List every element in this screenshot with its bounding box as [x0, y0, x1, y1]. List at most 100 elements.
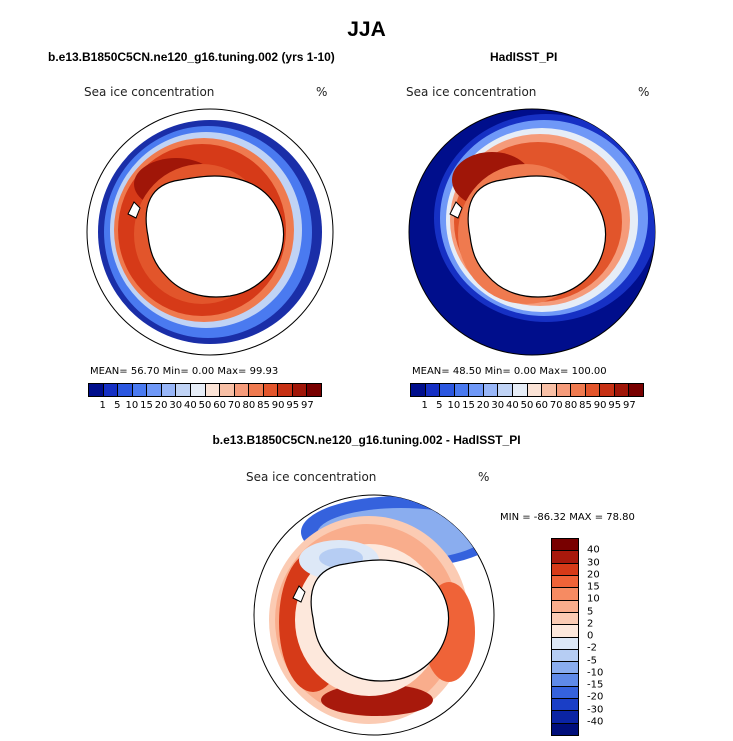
panel3-colorbar-swatch	[552, 551, 578, 564]
panel3-colorbar-swatch	[552, 674, 578, 687]
panel2-colorbar-tick-label: 15	[462, 400, 475, 411]
panel1-colorbar-tick-label: 1	[99, 400, 106, 411]
panel3-colorbar-tick-label: 5	[587, 606, 594, 617]
panel3-map	[253, 494, 495, 736]
panel1-colorbar-tick-label: 70	[227, 400, 241, 411]
panel3-colorbar-swatch	[552, 588, 578, 601]
panel2-colorbar-tick-label: 50	[520, 400, 534, 411]
panel3-colorbar-swatch	[552, 723, 578, 735]
panel2-colorbar-swatch	[512, 384, 528, 396]
panel2-colorbar-tick-label: 60	[535, 400, 548, 411]
panel3-colorbar-swatch	[552, 625, 578, 638]
panel3-colorbar-swatch	[552, 637, 578, 650]
panel1-colorbar-tick-label: 80	[242, 400, 256, 411]
panel3-colorbar-tick-label: -40	[587, 716, 604, 728]
panel2-colorbar-swatch	[454, 384, 470, 396]
panel3-colorbar-tick-label: -10	[587, 667, 604, 679]
panel1-colorbar-swatch	[118, 384, 133, 396]
panel3-colorbar-tick-label: 30	[587, 557, 600, 568]
panel1-colorbar-swatch	[190, 384, 206, 396]
panel1-title: b.e13.B1850C5CN.ne120_g16.tuning.002 (yr…	[48, 50, 335, 64]
panel2-colorbar-swatch	[527, 384, 543, 396]
panel3-colorbar-swatch	[552, 662, 578, 675]
panel3-colorbar-swatch	[552, 575, 578, 589]
panel1-colorbar-tick-label: 5	[114, 400, 121, 411]
panel2-colorbar-tick-label: 90	[593, 400, 607, 411]
panel1-colorbar-tick-label: 50	[198, 400, 212, 411]
panel2-units: %	[638, 85, 650, 99]
panel3-left-string: Sea ice concentration	[246, 470, 377, 484]
panel3-colorbar-tick-label: 15	[587, 581, 600, 593]
panel3-units: %	[478, 470, 490, 484]
panel1-colorbar-swatch	[292, 384, 308, 396]
panel1-colorbar-tick-label: 10	[125, 400, 139, 411]
panel2-colorbar: 1 5 10 15 20 30 40 50 60 70 80 85 90 95 97	[410, 383, 644, 414]
panel2-colorbar-swatch	[614, 384, 630, 396]
panel1-colorbar: 1 5 10 15 20 30 40 50 60 70 80 85 90 95 97	[88, 383, 322, 414]
panel3-colorbar-tick-label: 2	[587, 618, 594, 630]
panel3-colorbar-tick-label: 10	[587, 593, 600, 605]
panel2-colorbar-tick-label: 30	[491, 400, 505, 411]
panel1-units: %	[316, 85, 328, 99]
panel1-colorbar-tick-label: 95	[286, 400, 300, 411]
panel2-colorbar-tick-label: 70	[549, 400, 563, 411]
panel3-colorbar-tick-label: -5	[587, 655, 597, 666]
panel3-colorbar-swatch	[552, 600, 578, 613]
panel1-colorbar-swatch	[132, 384, 148, 396]
panel1-colorbar-swatch	[263, 384, 279, 396]
panel3-colorbar-tick-label: -30	[587, 704, 604, 715]
panel3-colorbar-tick-label: -2	[587, 642, 597, 654]
panel2-colorbar-swatch	[556, 384, 572, 396]
panel3-colorbar-swatch	[552, 563, 578, 576]
panel3-colorbar-swatch	[552, 711, 578, 724]
panel1-colorbar-tick-label: 20	[154, 400, 168, 411]
panel2-colorbar-tick-label: 1	[421, 400, 428, 411]
panel1-stats: MEAN= 56.70 Min= 0.00 Max= 99.93	[90, 366, 279, 377]
panel2-colorbar-swatch	[600, 384, 615, 396]
panel3-colorbar-tick-label: 40	[587, 544, 600, 556]
panel3-colorbar-tick-label: 0	[587, 630, 594, 642]
panel3-stats: MIN = -86.32 MAX = 78.80	[500, 512, 635, 523]
panel2-colorbar-swatch	[469, 384, 484, 396]
panel3-colorbar: 40 30 20 15 10 5 2 0 -2 -5 -10 -15 -20 -30 -40	[551, 538, 641, 736]
panel3-colorbar-tick-label: 20	[587, 569, 600, 581]
panel2-colorbar-swatch	[571, 384, 586, 396]
panel1-colorbar-swatch	[176, 384, 191, 396]
panel2-title: HadISST_PI	[490, 50, 558, 64]
panel2-stats: MEAN= 48.50 Min= 0.00 Max= 100.00	[412, 366, 607, 377]
panel1-colorbar-swatch	[161, 384, 177, 396]
panel2-colorbar-tick-label: 10	[447, 400, 461, 411]
panel1-colorbar-swatch	[278, 384, 293, 396]
panel2-colorbar-tick-label: 80	[564, 400, 578, 411]
panel1-colorbar-swatch	[147, 384, 162, 396]
panel1-colorbar-swatch	[103, 384, 119, 396]
panel2-colorbar-swatch	[425, 384, 441, 396]
panel2-colorbar-swatch	[542, 384, 557, 396]
panel1-colorbar-swatch	[220, 384, 235, 396]
panel1-colorbar-swatch	[89, 384, 104, 396]
panel2-colorbar-swatch	[629, 384, 643, 396]
panel1-colorbar-swatch	[307, 384, 321, 396]
panel2-map	[408, 108, 656, 356]
panel3-colorbar-swatch	[552, 539, 578, 552]
panel2-colorbar-tick-label: 5	[436, 400, 443, 411]
panel3-colorbar-tick-label: -15	[587, 679, 604, 691]
panel1-colorbar-tick-label: 97	[301, 400, 314, 411]
panel2-colorbar-tick-label: 85	[579, 400, 592, 411]
panel2-colorbar-tick-label: 40	[506, 400, 519, 411]
panel1-colorbar-tick-label: 15	[140, 400, 153, 411]
panel2-colorbar-swatch	[411, 384, 426, 396]
panel3-colorbar-swatch	[552, 612, 578, 626]
panel1-colorbar-tick-label: 30	[169, 400, 183, 411]
panel1-colorbar-tick-label: 40	[184, 400, 197, 411]
panel3-colorbar-swatch	[552, 649, 578, 663]
panel1-colorbar-swatch	[205, 384, 221, 396]
panel1-colorbar-tick-label: 85	[257, 400, 270, 411]
panel3-colorbar-tick-label: -20	[587, 691, 604, 703]
panel2-colorbar-tick-label: 97	[623, 400, 636, 411]
panel2-colorbar-tick-label: 20	[476, 400, 490, 411]
panel1-map	[86, 108, 334, 356]
panel1-colorbar-tick-label: 60	[213, 400, 226, 411]
panel1-colorbar-swatch	[249, 384, 264, 396]
panel2-colorbar-swatch	[440, 384, 455, 396]
